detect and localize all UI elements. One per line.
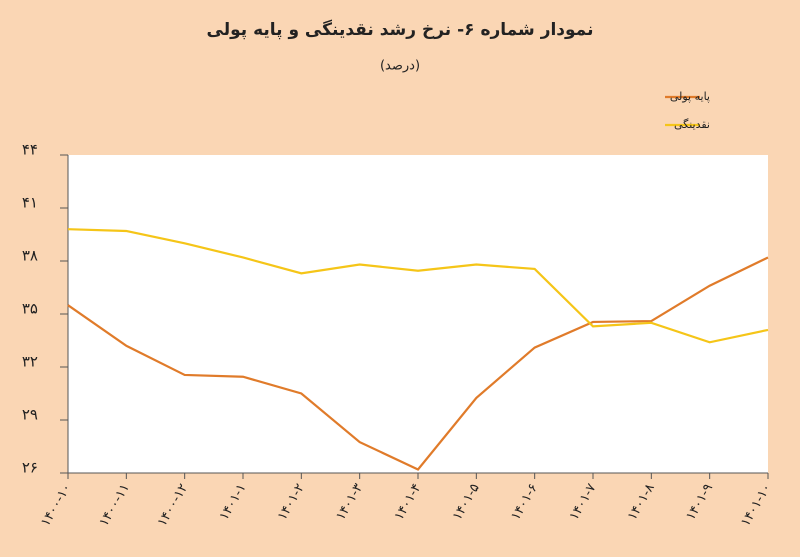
y-tick-label: ۳۸ — [22, 247, 38, 265]
x-tick-label: ۱۴۰۰-۱۰ — [38, 481, 74, 529]
y-tick-label: ۴۱ — [22, 194, 38, 212]
x-tick-label: ۱۴۰۱-۷ — [567, 481, 600, 523]
line — [67, 256, 769, 471]
x-tick-label: ۱۴۰۱-۱ — [217, 481, 250, 523]
plot-area — [68, 155, 768, 473]
legend-label: پایه پولی — [670, 90, 710, 103]
chart-title: نمودار شماره ۶- نرخ رشد نقدینگی و پایه پ… — [207, 19, 594, 40]
x-tick-label: ۱۴۰۱-۴ — [392, 481, 425, 523]
x-tick-label: ۱۴۰۱-۹ — [683, 481, 716, 523]
legend-label: نقدینگی — [674, 118, 710, 131]
x-tick-label: ۱۴۰۱-۸ — [625, 481, 658, 523]
x-tick-label: ۱۴۰۰-۱۱ — [97, 481, 133, 529]
x-tick-label: ۱۴۰۱-۵ — [450, 481, 483, 523]
y-tick-label: ۴۴ — [22, 141, 38, 159]
y-tick-label: ۳۵ — [22, 300, 38, 318]
x-tick-label: ۱۴۰۰-۱۲ — [155, 481, 191, 529]
line — [67, 228, 769, 344]
x-tick-label: ۱۴۰۱-۲ — [275, 481, 308, 523]
y-tick-label: ۲۶ — [22, 459, 38, 477]
y-tick-label: ۳۲ — [22, 353, 38, 371]
x-tick-label: ۱۴۰۱-۱۰ — [738, 481, 774, 529]
x-tick-label: ۱۴۰۱-۳ — [333, 481, 366, 523]
x-tick-label: ۱۴۰۱-۶ — [508, 481, 541, 523]
y-tick-label: ۲۹ — [22, 406, 38, 424]
chart-subtitle: (درصد) — [380, 59, 420, 74]
